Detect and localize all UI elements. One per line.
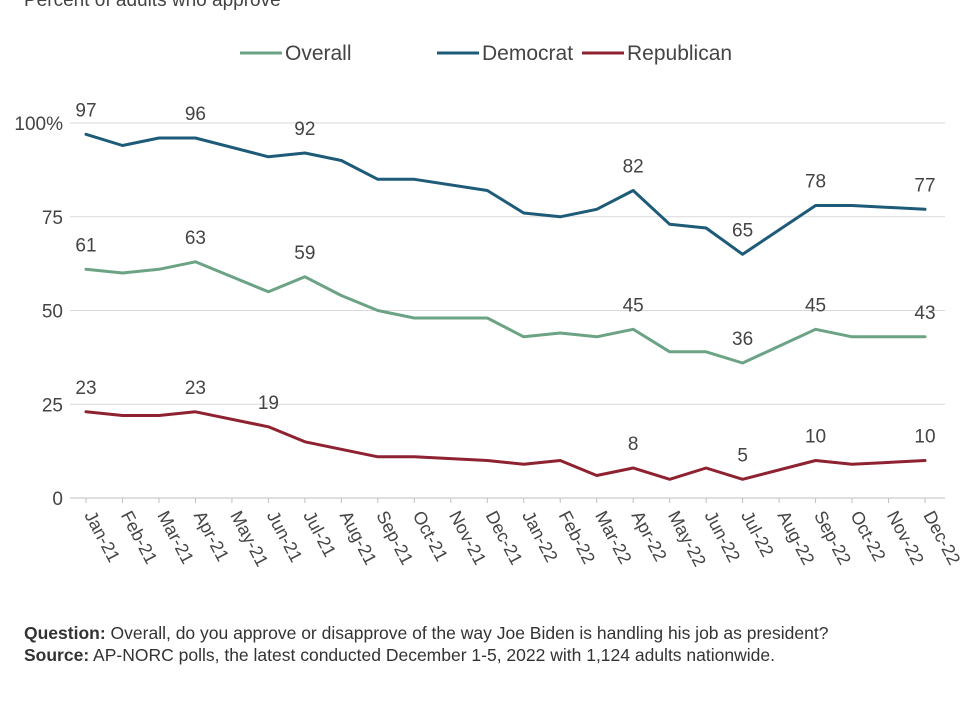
y-tick-label: 50 xyxy=(42,302,63,323)
x-axis-tick-labels: Jan-21Feb-21Mar-21Apr-21May-21Jun-21Jul-… xyxy=(80,507,964,569)
data-labels: 61 63 59 45 36 45 43 97 96 92 82 65 78 77 23 23 19 8 5 10 10 xyxy=(75,100,935,466)
data-label: 10 xyxy=(805,427,826,448)
line-chart: 0 25 50 75 100% Jan-21Feb-21Mar-21Apr-21May-… xyxy=(14,42,964,570)
data-label: 82 xyxy=(623,157,644,178)
data-label: 45 xyxy=(623,295,644,316)
data-label: 63 xyxy=(185,228,206,249)
series-line-republican xyxy=(84,410,927,481)
series-lines xyxy=(84,132,927,481)
data-label: 92 xyxy=(294,119,315,140)
y-tick-label: 75 xyxy=(42,208,63,229)
data-label: 65 xyxy=(732,220,753,241)
legend-label-democrat: Democrat xyxy=(482,42,573,65)
data-label: 61 xyxy=(75,235,96,256)
y-axis-tick-labels: 0 25 50 75 100% xyxy=(14,114,63,510)
question-label: Question: xyxy=(24,623,106,643)
data-label: 10 xyxy=(914,427,935,448)
legend-label-overall: Overall xyxy=(285,42,352,65)
y-tick-label: 100% xyxy=(14,114,63,135)
data-label: 45 xyxy=(805,295,826,316)
series-line-democrat xyxy=(84,132,927,256)
y-tick-label: 25 xyxy=(42,395,63,416)
data-label: 5 xyxy=(737,445,748,466)
data-label: 23 xyxy=(185,378,206,399)
data-label: 96 xyxy=(185,104,206,125)
source-note: Source: AP-NORC polls, the latest conduc… xyxy=(24,644,954,666)
data-label: 19 xyxy=(258,393,279,414)
data-label: 8 xyxy=(628,434,639,455)
data-label: 36 xyxy=(732,329,753,350)
source-text: AP-NORC polls, the latest conducted Dece… xyxy=(89,645,775,665)
question-text: Overall, do you approve or disapprove of… xyxy=(105,623,829,643)
data-label: 78 xyxy=(805,172,826,193)
data-label: 43 xyxy=(914,303,935,324)
data-label: 59 xyxy=(294,243,315,264)
legend: Overall Democrat Republican xyxy=(240,42,732,65)
footnote: Question: Overall, do you approve or dis… xyxy=(24,622,954,666)
chart-subtitle: Percent of adults who approve xyxy=(24,0,281,11)
data-label: 97 xyxy=(75,100,96,121)
series-line-overall xyxy=(84,260,927,365)
y-tick-label: 0 xyxy=(52,489,63,510)
legend-label-republican: Republican xyxy=(627,42,732,65)
question-note: Question: Overall, do you approve or dis… xyxy=(24,622,954,644)
data-label: 23 xyxy=(75,378,96,399)
data-label: 77 xyxy=(914,175,935,196)
source-label: Source: xyxy=(24,645,90,665)
